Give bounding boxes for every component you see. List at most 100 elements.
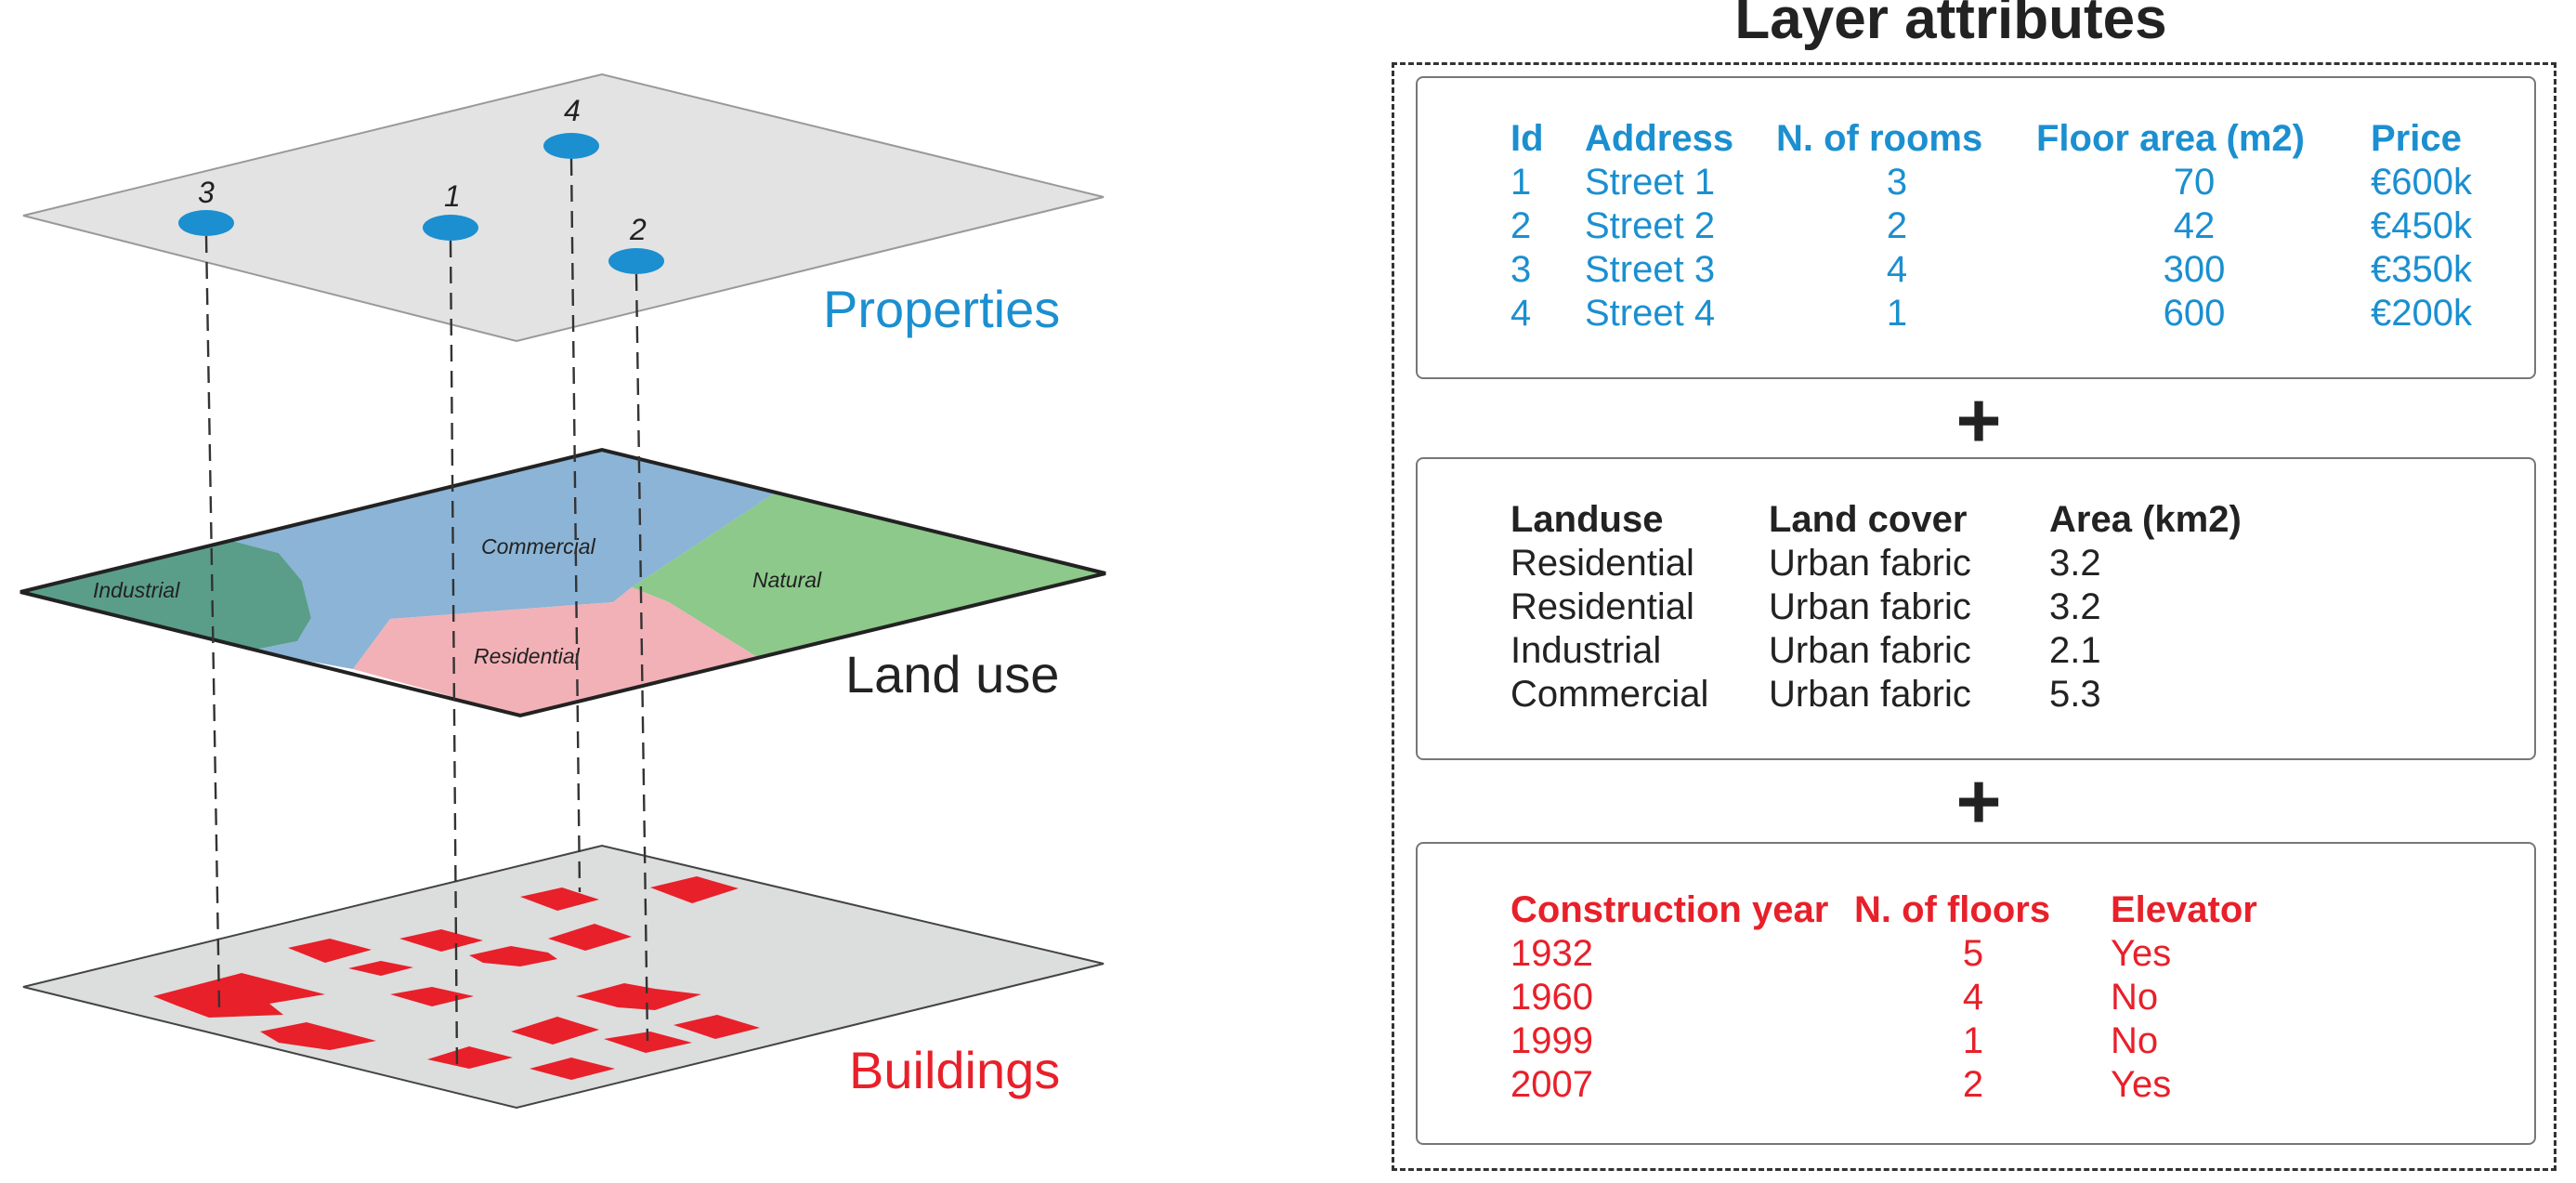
building	[390, 987, 474, 1006]
table-cell: Street 1	[1585, 162, 1716, 203]
attributes-frame	[1392, 62, 2556, 1171]
building	[604, 1032, 692, 1053]
table-cell: Yes	[2111, 933, 2172, 974]
table-cell: 5.3	[2049, 674, 2101, 715]
table-cell: €600k	[2371, 162, 2472, 203]
table-cell: 2	[1886, 205, 1908, 246]
table-cell: Urban fabric	[1769, 543, 1971, 584]
zone-label-industrial: Industrial	[93, 578, 180, 602]
table-header-row: Construction year N. of floors Elevator	[1510, 888, 2276, 932]
column-header: Price	[2371, 118, 2462, 159]
table-cell: Industrial	[1510, 630, 1662, 671]
table-cell: Street 2	[1585, 205, 1716, 246]
table-cell: 2.1	[2049, 630, 2101, 671]
building	[673, 1015, 760, 1039]
buildings-attribute-box: Construction year N. of floors Elevator …	[1416, 842, 2536, 1145]
table-cell: 1999	[1510, 1020, 1593, 1061]
panel-title: Layer attributes	[1734, 0, 2167, 51]
table-cell: €450k	[2371, 205, 2472, 246]
layer-label-land-use: Land use	[845, 645, 1060, 703]
table-row: 1999 1 No	[1510, 1019, 2276, 1063]
property-id-3: 3	[198, 176, 215, 209]
table-cell: Urban fabric	[1769, 586, 1971, 627]
table-cell: Street 3	[1585, 249, 1716, 290]
table-row: 2 Street 2 2 42 €450k	[1510, 204, 2491, 248]
properties-attribute-table: Id Address N. of rooms Floor area (m2) P…	[1510, 117, 2491, 335]
landuse-attribute-box: Landuse Land cover Area (km2) Residentia…	[1416, 457, 2536, 760]
property-point-3	[178, 210, 234, 236]
building	[520, 887, 599, 911]
landuse-zone-natural	[632, 493, 1105, 657]
properties-plane	[22, 72, 1105, 343]
property-id-2: 2	[629, 213, 647, 246]
plus-sign: +	[1955, 376, 2002, 464]
table-cell: 4	[1962, 977, 1984, 1018]
plus-sign: +	[1955, 757, 2002, 845]
building	[548, 924, 632, 951]
properties-layer: 3 1 4 2	[22, 72, 1105, 343]
zone-label-residential: Residential	[474, 644, 581, 668]
property-point-1	[423, 215, 478, 241]
layer-stack-diagram: Industrial Commercial Natural Residentia…	[20, 72, 1106, 1110]
table-cell: 4	[1886, 249, 1908, 290]
buildings-attribute-table: Construction year N. of floors Elevator …	[1510, 888, 2276, 1107]
landuse-zone-commercial	[232, 450, 776, 669]
property-id-1: 1	[444, 179, 461, 213]
building	[576, 983, 701, 1010]
table-cell: 3.2	[2049, 543, 2101, 584]
table-cell: 3	[1886, 162, 1908, 203]
table-row: 4 Street 4 1 600 €200k	[1510, 292, 2491, 335]
buildings-layer	[22, 844, 1105, 1110]
property-point-4	[543, 133, 599, 159]
table-cell: 3	[1510, 249, 1532, 290]
column-header: Id	[1510, 118, 1544, 159]
landuse-plane-outline	[20, 447, 1106, 718]
table-row: Residential Urban fabric 3.2	[1510, 542, 2260, 585]
projection-line-4	[569, 158, 582, 893]
table-row: 1 Street 1 3 70 €600k	[1510, 161, 2491, 204]
building	[469, 946, 557, 966]
building	[399, 929, 483, 952]
table-row: Commercial Urban fabric 5.3	[1510, 673, 2260, 716]
table-cell: 42	[2173, 205, 2216, 246]
building	[530, 1058, 615, 1080]
layer-label-properties: Properties	[823, 280, 1061, 338]
table-cell: Urban fabric	[1769, 674, 1971, 715]
layer-label-buildings: Buildings	[849, 1041, 1061, 1099]
column-header: Elevator	[2111, 889, 2257, 930]
table-cell: 3.2	[2049, 586, 2101, 627]
projection-line-1	[449, 240, 459, 1070]
table-row: 3 Street 3 4 300 €350k	[1510, 248, 2491, 292]
column-header: Landuse	[1510, 499, 1664, 540]
table-cell: Urban fabric	[1769, 630, 1971, 671]
table-cell: €200k	[2371, 293, 2472, 334]
table-cell: 4	[1510, 293, 1532, 334]
landuse-attribute-table: Landuse Land cover Area (km2) Residentia…	[1510, 498, 2260, 716]
column-header: N. of floors	[1854, 889, 2051, 930]
property-point-2	[608, 248, 664, 274]
column-header: Land cover	[1769, 499, 1968, 540]
building	[260, 1022, 376, 1050]
table-row: Industrial Urban fabric 2.1	[1510, 629, 2260, 673]
zone-label-natural: Natural	[752, 568, 822, 592]
table-cell: No	[2111, 1020, 2159, 1061]
table-cell: 1932	[1510, 933, 1593, 974]
building	[427, 1046, 513, 1069]
table-cell: 2	[1510, 205, 1532, 246]
table-row: 2007 2 Yes	[1510, 1063, 2276, 1107]
building	[650, 876, 739, 903]
landuse-zone-industrial	[20, 541, 311, 651]
property-id-4: 4	[564, 94, 581, 127]
table-cell: 1	[1510, 162, 1532, 203]
projection-line-2	[634, 273, 649, 1042]
column-header: Address	[1585, 118, 1734, 159]
table-header-row: Landuse Land cover Area (km2)	[1510, 498, 2260, 542]
table-cell: Commercial	[1510, 674, 1709, 715]
table-row: 1960 4 No	[1510, 976, 2276, 1019]
properties-attribute-box: Id Address N. of rooms Floor area (m2) P…	[1416, 76, 2536, 379]
table-cell: 1	[1886, 293, 1908, 334]
table-cell: 1960	[1510, 977, 1593, 1018]
table-row: Residential Urban fabric 3.2	[1510, 585, 2260, 629]
projection-lines	[204, 158, 649, 1070]
table-cell: No	[2111, 977, 2159, 1018]
